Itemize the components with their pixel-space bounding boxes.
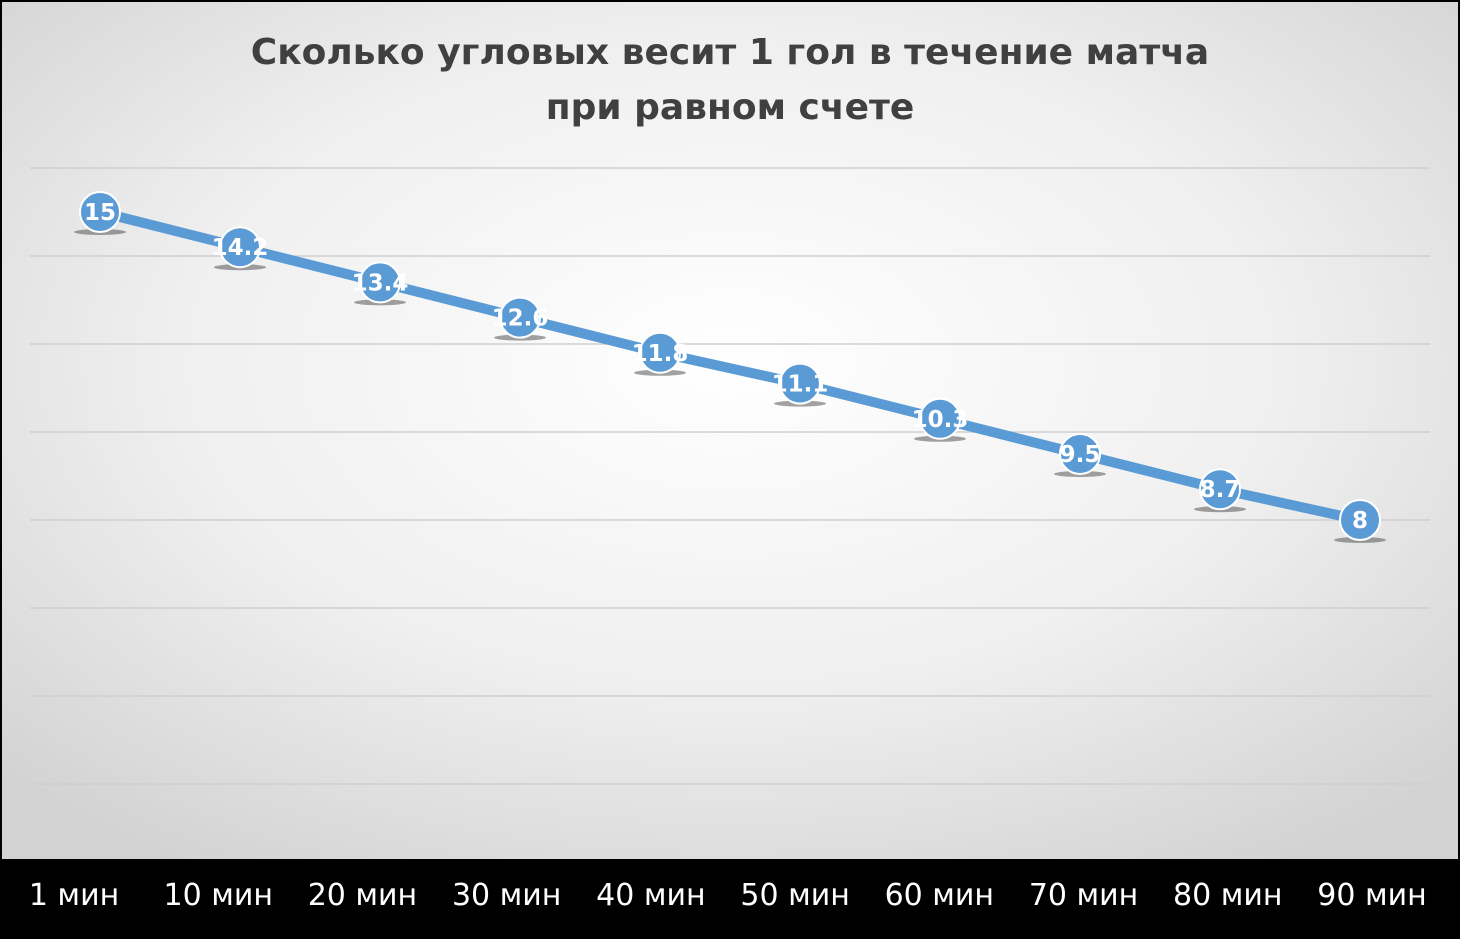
- chart-background: [2, 2, 1458, 859]
- series-line-group: [95, 207, 1365, 525]
- x-tick-label: 60 мин: [885, 878, 994, 913]
- x-tick-label: 70 мин: [1029, 878, 1138, 913]
- data-point-marker: [1199, 468, 1241, 511]
- x-tick-label: 10 мин: [163, 878, 272, 913]
- data-point-marker: [359, 261, 401, 304]
- data-label: 14.2: [212, 235, 269, 261]
- data-label: 11.8: [632, 341, 689, 367]
- chart-title-line-2: при равном счете: [546, 87, 915, 128]
- data-label: 9.5: [1060, 442, 1101, 468]
- x-tick-label: 80 мин: [1173, 878, 1282, 913]
- data-point-marker: [779, 362, 821, 405]
- data-point-marker: [1059, 433, 1101, 475]
- x-tick-label: 90 мин: [1317, 878, 1426, 913]
- series-line: [95, 207, 1365, 525]
- data-point-marker: [499, 296, 541, 339]
- data-point-marker: [639, 331, 681, 374]
- data-label: 15: [84, 200, 116, 226]
- data-point-marker: [219, 226, 261, 269]
- x-tick-label: 30 мин: [452, 878, 561, 913]
- data-label: 13.4: [352, 270, 409, 296]
- data-points: 15 14.2 13.4 12.6 11.8 11.1 10.3 9.5 8.7 8: [74, 191, 1386, 543]
- x-tick-label: 40 мин: [596, 878, 705, 913]
- x-tick-label: 1 мин: [29, 878, 119, 913]
- x-axis-labels: 1 мин 10 мин 20 мин 30 мин 40 мин 50 мин 60 ми…: [29, 878, 1427, 913]
- x-tick-label: 50 мин: [740, 878, 849, 913]
- x-axis-band: [0, 859, 1460, 939]
- gridlines: [30, 167, 1430, 785]
- data-label: 11.1: [772, 372, 829, 398]
- data-point-marker: [79, 191, 121, 233]
- x-tick-label: 20 мин: [308, 878, 417, 913]
- data-label: 8.7: [1200, 477, 1241, 503]
- data-label: 8: [1352, 508, 1368, 534]
- data-label: 12.6: [492, 306, 549, 332]
- data-label: 10.3: [912, 407, 969, 433]
- chart-title-line-1: Сколько угловых весит 1 гол в течение ма…: [251, 32, 1209, 73]
- data-point-marker: [919, 397, 961, 440]
- data-point-marker: [1339, 499, 1381, 541]
